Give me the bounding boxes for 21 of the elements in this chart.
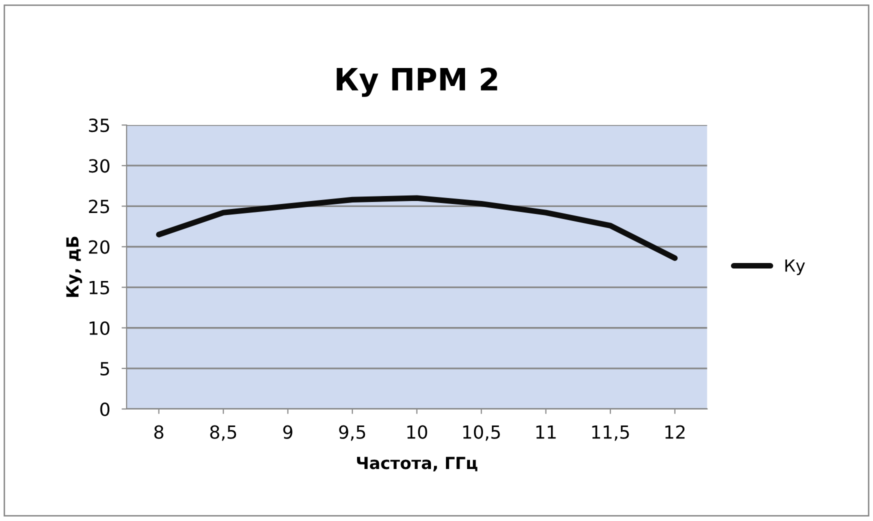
x-tick-label: 10,5 (463, 425, 500, 441)
y-tick-label: 15 (90, 280, 110, 294)
chart-title: Ку ПРМ 2 (336, 68, 498, 97)
x-tick-label: 9,5 (339, 425, 366, 441)
x-tick-label: 11,5 (592, 426, 629, 441)
x-tick-label: 10 (407, 425, 428, 439)
y-tick-label: 25 (88, 200, 110, 214)
y-tick-label: 30 (89, 159, 110, 173)
y-axis-title: Ку, дБ (66, 236, 82, 297)
y-tick-label: 10 (90, 321, 110, 335)
x-tick-label: 12 (665, 425, 685, 439)
x-tick-label: 8,5 (210, 425, 236, 441)
y-tick-label: 0 (100, 402, 110, 416)
y-tick-label: 35 (89, 118, 110, 132)
x-tick-label: 9 (283, 425, 292, 439)
x-tick-label: 11 (536, 426, 556, 439)
legend-label: Ку (785, 259, 805, 276)
y-tick-label: 20 (88, 240, 110, 254)
x-tick-label: 8 (154, 425, 164, 439)
y-tick-label: 5 (100, 362, 110, 376)
x-axis-title: Частота, ГГц (357, 456, 478, 472)
